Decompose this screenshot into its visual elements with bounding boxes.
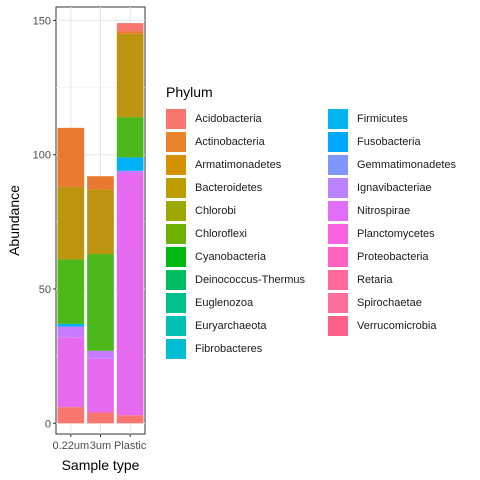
bar-segment-planctomycetes: [87, 350, 114, 359]
legend-item: Deinococcus-Thermus: [166, 269, 305, 291]
legend-item: Euryarchaeota: [166, 315, 267, 337]
legend-item: Acidobacteria: [166, 108, 262, 130]
y-tick-label: 100: [33, 150, 51, 162]
legend-item: Actinobacteria: [166, 131, 265, 153]
x-axis-title: Sample type: [62, 457, 140, 473]
legend-label: Nitrospirae: [357, 205, 411, 217]
legend-label: Bacteroidetes: [195, 182, 263, 194]
y-axis-title: Abundance: [6, 185, 22, 256]
legend-key: [166, 155, 186, 175]
y-tick-label: 0: [45, 418, 51, 430]
legend-key: [328, 178, 348, 198]
legend-item: Armatimonadetes: [166, 154, 281, 176]
legend-key: [166, 132, 186, 152]
legend-key: [166, 270, 186, 290]
legend-key: [166, 316, 186, 336]
legend-item: Proteobacteria: [328, 246, 429, 268]
legend-label: Planctomycetes: [357, 228, 435, 240]
bar-segment-acidobacteria: [57, 407, 85, 424]
legend-item: Retaria: [328, 269, 392, 291]
legend-label: Proteobacteria: [357, 251, 429, 263]
legend-item: Chloroflexi: [166, 223, 247, 245]
bar-segment-planctomycetes: [116, 170, 144, 174]
bars: [57, 23, 144, 424]
y-tick-label: 50: [39, 284, 51, 296]
legend-label: Verrucomicrobia: [357, 320, 437, 332]
bar-segment-actinobacteria: [116, 31, 144, 34]
legend-key: [166, 339, 186, 359]
legend-title: Phylum: [166, 84, 213, 100]
legend-key: [328, 293, 348, 313]
legend-label: Euglenozoa: [195, 297, 254, 309]
bar-segment-proteobacteria: [87, 358, 114, 413]
legend-item: Fibrobacteres: [166, 338, 262, 360]
legend-key: [166, 224, 186, 244]
legend-item: Spirochaetae: [328, 292, 422, 314]
legend-label: Deinococcus-Thermus: [195, 274, 306, 286]
bar-segment-bacteroidetes: [57, 186, 85, 260]
legend-key: [328, 247, 348, 267]
legend-item: Bacteroidetes: [166, 177, 262, 199]
bar-segment-cyanobacteria: [116, 117, 144, 158]
bar-segment-actinobacteria: [87, 176, 114, 190]
legend-label: Spirochaetae: [357, 297, 422, 309]
legend-label: Ignavibacteriae: [357, 182, 432, 194]
legend-item: Gemmatimonadetes: [328, 154, 456, 176]
legend-label: Firmicutes: [357, 113, 408, 125]
legend-item: Fusobacteria: [328, 131, 421, 153]
bar-segment-acidobacteria: [87, 412, 114, 424]
x-axis: 0.22um 3um Plastic: [52, 434, 147, 452]
bar-segment-bacteroidetes: [116, 33, 144, 118]
legend-key: [328, 201, 348, 221]
legend-key: [166, 109, 186, 129]
legend-label: Cyanobacteria: [195, 251, 266, 263]
legend-item: Cyanobacteria: [166, 246, 266, 268]
bar-segment-proteobacteria: [57, 337, 85, 408]
legend-label: Fusobacteria: [357, 136, 421, 148]
legend-label: Chlorobi: [195, 205, 236, 217]
bar-segment-cyanobacteria: [87, 254, 114, 351]
bar-segment-bacteroidetes: [87, 189, 114, 255]
legend-label: Armatimonadetes: [195, 159, 282, 171]
legend-label: Fibrobacteres: [195, 343, 263, 355]
bar-segment-cyanobacteria: [57, 259, 85, 324]
y-axis: 0 50 100 150: [33, 15, 56, 430]
legend-key: [166, 247, 186, 267]
legend-label: Euryarchaeota: [195, 320, 267, 332]
bar-segment-firmicutes: [116, 157, 144, 171]
legend-key: [166, 201, 186, 221]
legend-key: [166, 178, 186, 198]
legend-key: [166, 293, 186, 313]
legend-label: Retaria: [357, 274, 393, 286]
legend-item: Chlorobi: [166, 200, 236, 222]
legend-key: [328, 109, 348, 129]
y-tick-label: 150: [33, 15, 51, 27]
legend-item: Planctomycetes: [328, 223, 435, 245]
bar-segment-acidobacteria: [116, 415, 144, 424]
legend-key: [328, 224, 348, 244]
bar-segment-proteobacteria: [116, 173, 144, 416]
legend-item: Verrucomicrobia: [328, 315, 436, 337]
legend-label: Actinobacteria: [195, 136, 265, 148]
legend-item: Firmicutes: [328, 108, 408, 130]
legend-key: [328, 132, 348, 152]
legend-label: Acidobacteria: [195, 113, 262, 125]
legend-item: Euglenozoa: [166, 292, 253, 314]
legend-item: Nitrospirae: [328, 200, 410, 222]
bar-segment-actinobacteria: [57, 127, 85, 187]
legend-key: [328, 155, 348, 175]
legend-label: Gemmatimonadetes: [357, 159, 457, 171]
legend-key: [328, 270, 348, 290]
x-tick-label: 3um: [90, 440, 111, 452]
legend-item: Ignavibacteriae: [328, 177, 432, 199]
x-tick-label: 0.22um: [52, 440, 89, 452]
bar-segment-acidobacteria: [116, 23, 144, 32]
legend-key: [328, 316, 348, 336]
bar-segment-firmicutes: [57, 323, 85, 327]
bar-segment-planctomycetes: [57, 326, 85, 338]
legend-label: Chloroflexi: [195, 228, 247, 240]
x-tick-label: Plastic: [114, 440, 147, 452]
